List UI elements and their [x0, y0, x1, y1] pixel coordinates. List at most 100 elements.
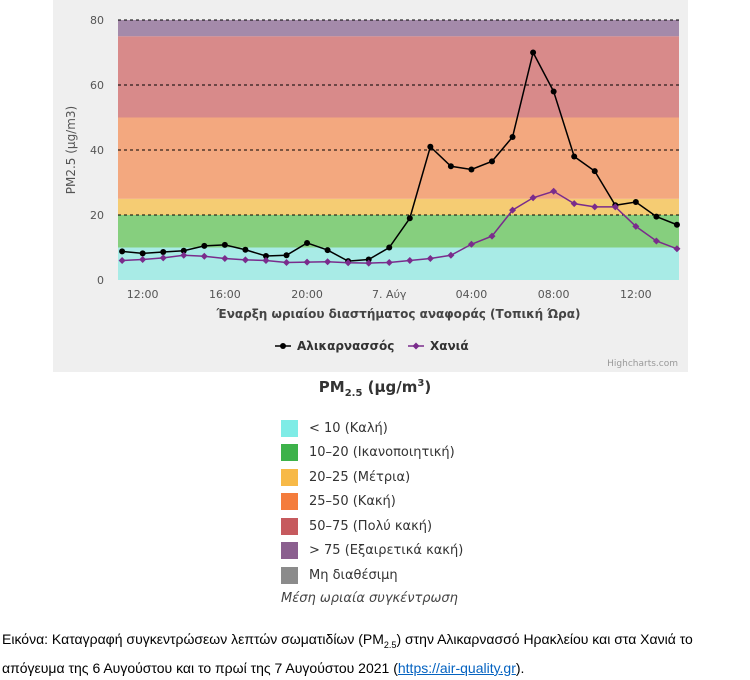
data-point [406, 215, 413, 222]
aq-legend-item: 10–20 (Ικανοποιητική) [281, 441, 463, 466]
y-tick-label: 20 [90, 209, 104, 222]
chart-svg: 0 20 40 60 80 12:00 16:00 20:00 7. Αύγ 04:00 08:0… [64, 14, 681, 369]
data-point [427, 143, 434, 150]
data-point [118, 257, 126, 264]
aq-label: Μη διαθέσιμη [309, 567, 398, 583]
y-tick-label: 0 [97, 274, 104, 287]
data-point [386, 244, 393, 251]
aq-legend: < 10 (Καλή) 10–20 (Ικανοποιητική) 20–25 … [281, 416, 463, 588]
aq-legend-item: > 75 (Εξαιρετικά κακή) [281, 539, 463, 564]
data-point [611, 203, 619, 211]
aq-legend-item: 20–25 (Μέτρια) [281, 465, 463, 490]
aq-label: 25–50 (Κακή) [309, 494, 396, 510]
data-point [570, 200, 578, 208]
y-tick-label: 40 [90, 144, 104, 157]
data-point [139, 250, 146, 257]
data-point [283, 252, 290, 259]
quality-bands [118, 20, 679, 280]
x-axis-title: Έναρξη ωριαίου διαστήματος αναφοράς (Τοπ… [216, 307, 581, 321]
data-point [324, 247, 331, 254]
data-point [241, 256, 249, 264]
caption-pre: Εικόνα: Καταγραφή συγκεντρώσεων λεπτών σ… [2, 631, 384, 647]
aq-swatch [281, 517, 298, 535]
data-point [303, 258, 311, 266]
data-point [324, 258, 332, 266]
data-point [119, 248, 126, 255]
data-point [304, 239, 311, 246]
data-point [426, 255, 434, 263]
aq-title-units: (μg/m [362, 378, 418, 396]
data-point [673, 221, 680, 228]
legend-marker [280, 343, 286, 349]
x-tick-label: 12:00 [127, 288, 159, 301]
aq-swatch [281, 468, 298, 486]
data-point [160, 249, 167, 256]
x-tick-label: 7. Αύγ [372, 288, 407, 301]
data-point [139, 256, 147, 264]
quality-band [118, 198, 679, 215]
series-legend[interactable]: Αλικαρνασσός Χανιά [275, 339, 469, 353]
aq-title-close: ) [424, 378, 432, 396]
caption-link[interactable]: https://air-quality.gr [397, 659, 516, 676]
quality-band [118, 117, 679, 199]
legend-label: Χανιά [430, 339, 469, 353]
data-point [530, 49, 537, 56]
data-point [653, 213, 660, 220]
aq-legend-title: PM2.5 (μg/m3) [0, 378, 750, 399]
series-line [122, 190, 678, 264]
data-point [262, 252, 269, 259]
data-point [283, 258, 291, 266]
data-point [200, 252, 208, 260]
data-point [550, 187, 558, 195]
legend-label: Αλικαρνασσός [297, 339, 394, 353]
data-point [591, 168, 598, 175]
data-point [571, 153, 578, 160]
series-lines [118, 49, 681, 267]
data-point [673, 245, 681, 253]
data-point [591, 203, 599, 211]
aq-swatch [281, 444, 298, 462]
aq-swatch [281, 542, 298, 560]
data-point [242, 246, 249, 253]
data-point [447, 251, 455, 259]
data-point [467, 240, 475, 248]
aq-swatch [281, 566, 298, 584]
aq-swatch [281, 493, 298, 511]
aq-title-main: PM [318, 378, 345, 396]
data-point [262, 257, 270, 264]
data-point [488, 232, 496, 240]
series-line [122, 50, 678, 262]
legend-marker [412, 342, 420, 350]
data-point [550, 88, 557, 95]
aq-label: < 10 (Καλή) [309, 420, 388, 436]
quality-band [118, 215, 679, 248]
credits-link[interactable]: Highcharts.com [607, 359, 678, 369]
data-point [180, 247, 187, 254]
data-point [632, 222, 640, 230]
pm25-chart: 0 20 40 60 80 12:00 16:00 20:00 7. Αύγ 04:00 08:0… [53, 0, 688, 372]
x-tick-label: 20:00 [291, 288, 323, 301]
quality-band [118, 36, 679, 118]
data-point [365, 259, 373, 267]
aq-label: 10–20 (Ικανοποιητική) [309, 445, 455, 461]
aq-note: Μέση ωριαία συγκέντρωση [281, 591, 458, 606]
y-tick-label: 60 [90, 79, 104, 92]
caption-post: ). [515, 659, 525, 676]
data-point [221, 255, 229, 263]
y-axis-ticks: 0 20 40 60 80 [90, 14, 104, 287]
x-tick-label: 12:00 [620, 288, 652, 301]
aq-legend-item: Μη διαθέσιμη [281, 563, 463, 588]
x-tick-label: 04:00 [456, 288, 488, 301]
aq-label: > 75 (Εξαιρετικά κακή) [309, 543, 464, 559]
data-point [365, 256, 372, 263]
aq-label: 50–75 (Πολύ κακή) [309, 518, 433, 534]
aq-legend-item: 25–50 (Κακή) [281, 490, 463, 515]
data-point [509, 206, 517, 214]
y-axis-title: PM2.5 (μg/m3) [64, 106, 78, 194]
aq-title-sub: 2.5 [344, 388, 363, 399]
aq-legend-item: 50–75 (Πολύ κακή) [281, 514, 463, 539]
figure-caption: Εικόνα: Καταγραφή συγκεντρώσεων λεπτών σ… [2, 628, 748, 680]
data-point [201, 242, 208, 249]
caption-sub: 2.5 [383, 639, 397, 650]
aq-legend-item: < 10 (Καλή) [281, 416, 463, 441]
